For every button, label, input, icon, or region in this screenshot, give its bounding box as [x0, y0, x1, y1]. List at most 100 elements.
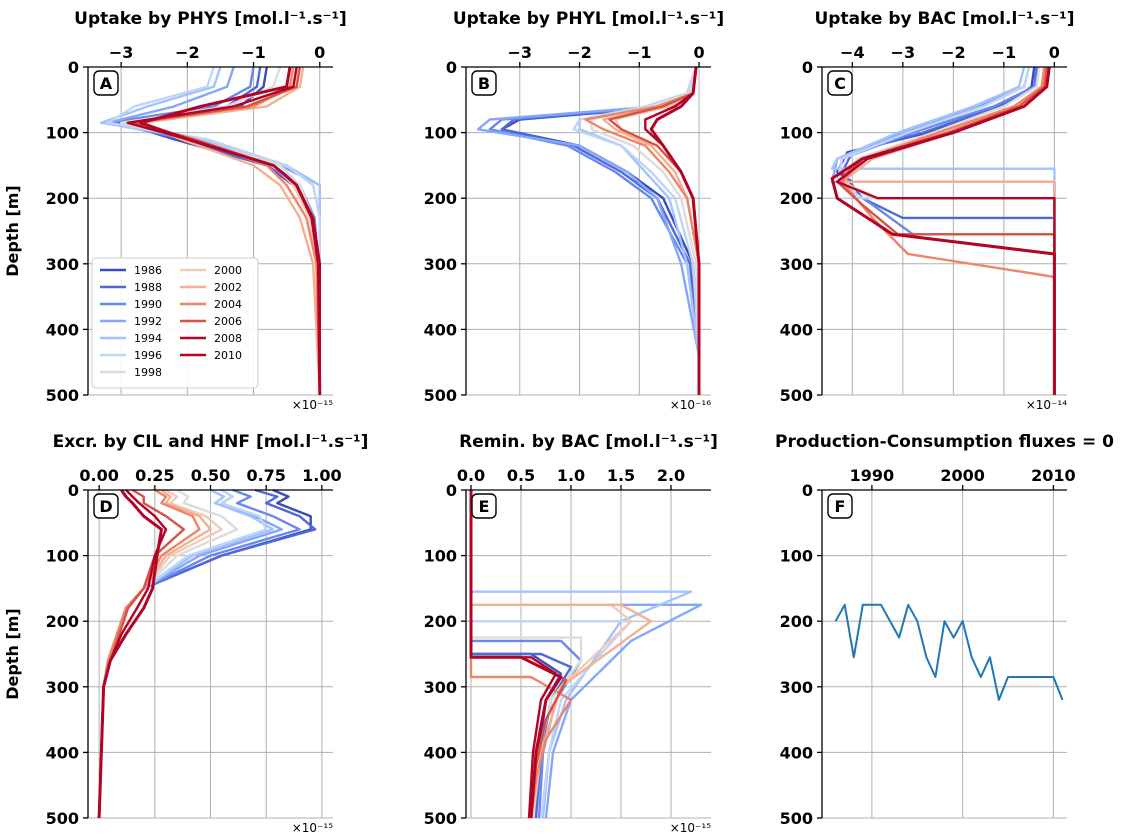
panel-letter-frame: [827, 70, 853, 96]
legend-label: 2004: [214, 298, 242, 311]
panel-letter-box: D: [93, 493, 119, 519]
series-group: [469, 490, 703, 819]
legend-label: 1986: [134, 264, 162, 277]
panel-title: Uptake by BAC [mol.l⁻¹.s⁻¹]: [814, 9, 1074, 29]
axis-multiplier: ×10⁻¹⁵: [292, 821, 333, 835]
y-tick-label: 400: [424, 743, 457, 762]
series-line-1996: [572, 66, 701, 395]
x-tick-label: −2: [175, 43, 200, 62]
panel-letter-box: F: [827, 493, 853, 519]
x-tick-label: −1: [241, 43, 266, 62]
panel-B: −3 −2 −1 0 0 100 200 300 400 500 Uptake by PHYL [m…: [424, 9, 725, 412]
x-tick-label: −2: [941, 43, 966, 62]
x-tick-label: −1: [992, 43, 1017, 62]
x-tick-label: 1.00: [302, 466, 341, 485]
panel-letter-box: C: [827, 70, 853, 96]
panel-A: −3 −2 −1 0 0 100 200 300 400 500 Uptake by PHYS [m…: [3, 9, 347, 412]
panel-D: 0.00 0.25 0.50 0.75 1.00 0 100 200 300 400 500 Excr…: [3, 432, 368, 835]
y-tick-label: 200: [424, 612, 457, 631]
y-tick-label: 100: [46, 547, 79, 566]
x-tick-label: 1.0: [557, 466, 585, 485]
axis-multiplier: ×10⁻¹⁴: [1026, 398, 1067, 412]
series-group: [100, 66, 322, 396]
series-line-2010: [139, 66, 322, 396]
x-tick-label: 0: [1049, 43, 1060, 62]
series-line-2010: [97, 489, 163, 819]
y-tick-label: 0: [802, 58, 813, 77]
panel-letter: D: [99, 497, 112, 516]
y-axis-label: Depth [m]: [3, 185, 22, 277]
y-tick-label: 500: [780, 809, 813, 828]
y-tick-label: 400: [46, 320, 79, 339]
legend-label: 1996: [134, 349, 162, 362]
x-tick-label: 0.0: [457, 466, 485, 485]
y-tick-label: 500: [46, 386, 79, 405]
x-tick-label: 0.5: [507, 466, 535, 485]
y-tick-label: 0: [802, 481, 813, 500]
panel-title: Excr. by CIL and HNF [mol.l⁻¹.s⁻¹]: [53, 432, 369, 452]
x-tick-label: 2000: [940, 466, 985, 485]
y-tick-label: 200: [46, 189, 79, 208]
panel-title: Remin. by BAC [mol.l⁻¹.s⁻¹]: [459, 432, 718, 452]
panel-title: Uptake by PHYL [mol.l⁻¹.s⁻¹]: [453, 9, 724, 29]
x-tick-label: 0.25: [135, 466, 174, 485]
panel-letter: F: [835, 497, 846, 516]
axis-multiplier: ×10⁻¹⁵: [670, 821, 711, 835]
y-tick-label: 100: [46, 124, 79, 143]
series-line-1994: [830, 66, 1056, 395]
panel-title: Uptake by PHYS [mol.l⁻¹.s⁻¹]: [74, 9, 347, 29]
y-tick-label: 200: [780, 189, 813, 208]
legend-label: 1990: [134, 298, 162, 311]
y-axis-label: Depth [m]: [3, 608, 22, 700]
panel-letter-box: A: [93, 70, 119, 96]
series-line-2008: [644, 66, 701, 395]
y-tick-label: 400: [780, 743, 813, 762]
y-tick-label: 500: [780, 386, 813, 405]
panel-E: 0.0 0.5 1.0 1.5 2.0 0 100 200 300 400 500 Remin. by…: [424, 432, 718, 835]
x-tick-label: 0.00: [79, 466, 118, 485]
series-line-1990: [97, 488, 301, 819]
series-line-2004: [469, 490, 573, 819]
legend-label: 2000: [214, 264, 242, 277]
panel-letter-frame: [93, 493, 119, 519]
series-line-2004: [584, 66, 701, 395]
y-tick-label: 0: [446, 58, 457, 77]
y-tick-label: 400: [780, 320, 813, 339]
x-tick-label: 0: [693, 43, 704, 62]
y-tick-label: 300: [780, 255, 813, 274]
series-group: [830, 66, 1056, 395]
grid-lines: [88, 489, 333, 819]
y-tick-label: 0: [446, 481, 457, 500]
panel-letter: A: [100, 74, 113, 93]
series-line-2010: [469, 490, 563, 819]
series-line-1988: [97, 488, 317, 819]
legend-label: 1992: [134, 315, 162, 328]
y-tick-label: 300: [46, 255, 79, 274]
legend-label: 2002: [214, 281, 242, 294]
panel-letter-frame: [471, 493, 497, 519]
panel-letter-frame: [827, 493, 853, 519]
y-tick-label: 300: [424, 255, 457, 274]
y-tick-label: 0: [68, 58, 79, 77]
x-tick-label: −3: [508, 43, 533, 62]
y-tick-label: 300: [46, 678, 79, 697]
panel-letter-box: B: [471, 70, 497, 96]
axis-multiplier: ×10⁻¹⁵: [292, 398, 333, 412]
series-line-1996: [106, 66, 321, 395]
legend-label: 1988: [134, 281, 162, 294]
series-group: [834, 603, 1064, 701]
y-tick-label: 400: [46, 743, 79, 762]
panel-letter: E: [479, 497, 490, 516]
series-line-2010: [649, 66, 701, 395]
series-line-2006: [836, 66, 1056, 395]
legend-label: 2006: [214, 315, 242, 328]
y-tick-label: 300: [780, 678, 813, 697]
y-tick-label: 400: [424, 320, 457, 339]
series-line-flux: [834, 603, 1064, 701]
y-tick-label: 100: [780, 547, 813, 566]
x-tick-label: 0.50: [191, 466, 230, 485]
series-line-1992: [97, 488, 283, 819]
grid-lines: [822, 489, 1067, 819]
x-tick-label: −3: [891, 43, 916, 62]
